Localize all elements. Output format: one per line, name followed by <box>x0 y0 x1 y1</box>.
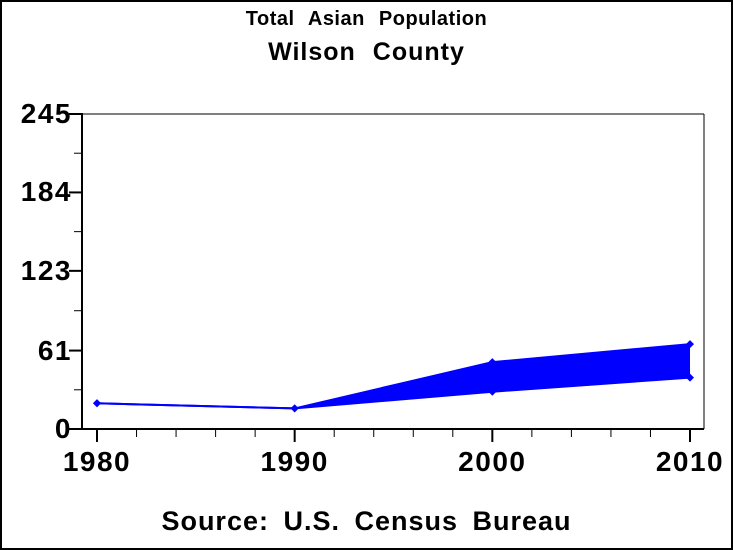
data-point-marker <box>488 387 497 396</box>
chart-title: Total Asian Population <box>245 8 488 30</box>
data-point-marker <box>686 340 694 349</box>
data-band <box>97 344 690 409</box>
chart-subtitle: Wilson County <box>268 38 465 66</box>
data-point-marker <box>93 399 101 408</box>
data-point-marker <box>290 404 299 413</box>
data-point-marker <box>488 358 497 367</box>
data-point-marker <box>686 373 694 382</box>
lower-series-line <box>96 376 691 410</box>
source-caption: Source: U.S. Census Bureau <box>161 506 572 536</box>
